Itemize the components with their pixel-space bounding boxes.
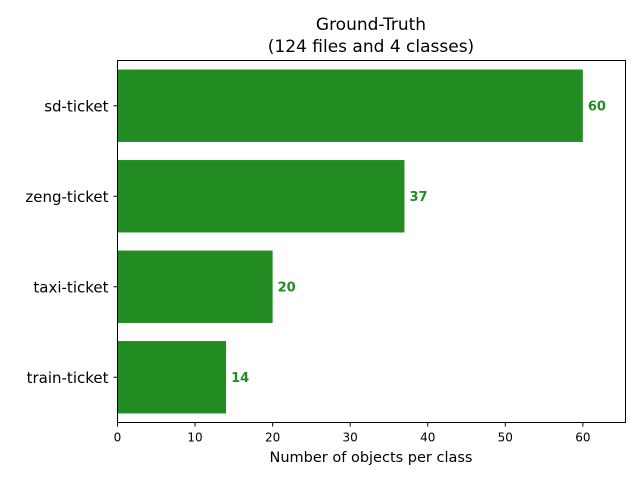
- y-tick-label: taxi-ticket: [33, 278, 108, 296]
- x-tick-label: 10: [187, 431, 202, 445]
- plot-frame: [117, 60, 626, 423]
- chart-subtitle: (124 files and 4 classes): [268, 37, 474, 57]
- y-tick-label: sd-ticket: [44, 97, 108, 115]
- y-tick-label: zeng-ticket: [25, 188, 108, 206]
- y-tick-label: train-ticket: [27, 369, 109, 387]
- value-label-sd-ticket: 60: [588, 99, 606, 114]
- x-tick-label: 60: [575, 431, 590, 445]
- bar-taxi-ticket: [117, 250, 273, 323]
- x-tick-label: 30: [343, 431, 358, 445]
- x-tick-label: 0: [114, 431, 122, 445]
- value-labels-group: 60 37 20 14: [231, 99, 606, 386]
- y-tick-labels-group: sd-ticket zeng-ticket taxi-ticket train-tic…: [25, 97, 118, 387]
- value-label-zeng-ticket: 37: [409, 190, 427, 205]
- x-axis-label: Number of objects per class: [270, 450, 473, 466]
- x-tick-label: 50: [498, 431, 513, 445]
- value-label-taxi-ticket: 20: [278, 280, 296, 295]
- x-tick-label: 20: [265, 431, 280, 445]
- value-label-train-ticket: 14: [231, 371, 249, 386]
- bar-zeng-ticket: [117, 160, 405, 233]
- x-tick-label: 40: [420, 431, 435, 445]
- bar-sd-ticket: [117, 69, 583, 142]
- bar-train-ticket: [117, 341, 227, 414]
- x-ticks-group: 0 10 20 30 40 50 60: [114, 422, 590, 445]
- chart-title: Ground-Truth: [316, 15, 426, 35]
- bars-group: [117, 69, 583, 414]
